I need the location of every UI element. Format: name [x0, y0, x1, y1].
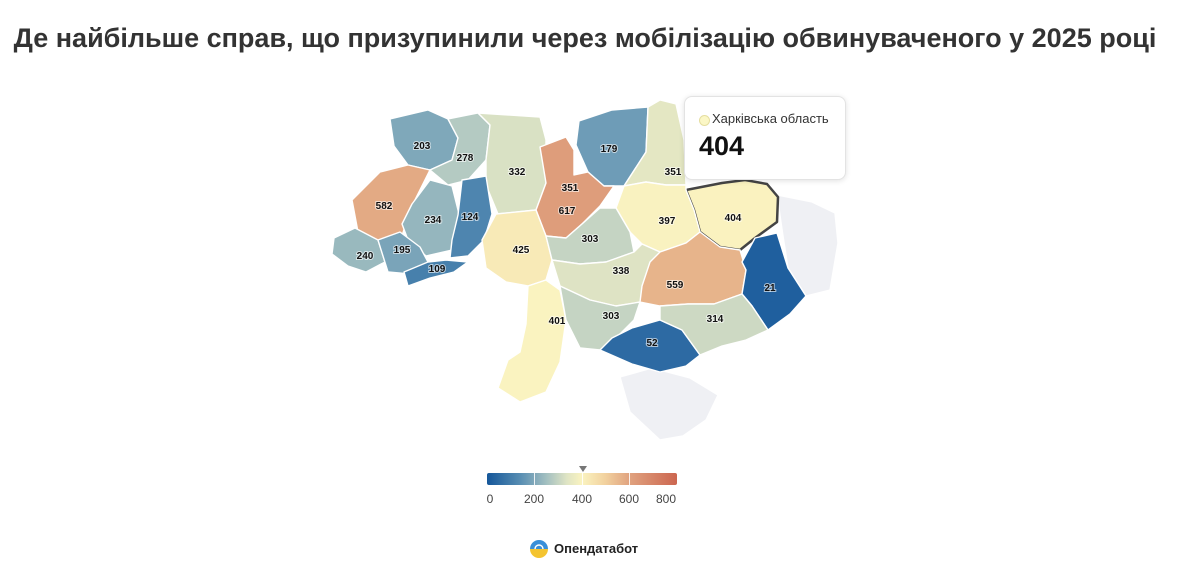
region-value-label: 240 — [357, 251, 374, 262]
region-value-label: 303 — [603, 311, 620, 322]
region-khmelnytskyi[interactable] — [449, 175, 493, 259]
legend-tick — [629, 473, 630, 485]
legend-value-marker — [578, 466, 587, 472]
region-value-label: 303 — [582, 234, 599, 245]
region-zaporizhzhia[interactable] — [659, 293, 769, 356]
region-value-label: 617 — [559, 206, 576, 217]
region-value-label: 582 — [376, 201, 393, 212]
region-zakarpattia[interactable] — [331, 227, 386, 273]
tooltip-region-name: Харківська область — [712, 111, 829, 126]
tooltip-region-value: 404 — [699, 131, 745, 161]
region-value-label: 314 — [707, 314, 724, 325]
region-value-label: 351 — [665, 167, 682, 178]
region-value-label: 425 — [513, 245, 530, 256]
region-value-label: 109 — [429, 264, 446, 275]
legend-label: 600 — [618, 492, 640, 506]
legend-label: 800 — [655, 492, 677, 506]
legend-tick — [582, 473, 583, 485]
region-ternopil[interactable] — [401, 179, 461, 257]
region-value-label: 332 — [509, 167, 526, 178]
region-value-label: 179 — [601, 144, 618, 155]
opendatabot-logo-icon — [530, 540, 548, 558]
region-value-label: 559 — [667, 280, 684, 291]
region-value-label: 203 — [414, 141, 431, 152]
region-luhansk[interactable] — [776, 194, 839, 297]
legend-label: 400 — [571, 492, 593, 506]
region-donetsk[interactable] — [741, 232, 807, 331]
legend-tick — [534, 473, 535, 485]
legend-label: 200 — [523, 492, 545, 506]
region-value-label: 351 — [562, 183, 579, 194]
color-scale-legend: 0 200 400 600 800 — [487, 466, 677, 516]
region-tooltip: Харківська область 404 — [684, 96, 846, 180]
tooltip-color-swatch — [699, 115, 710, 126]
region-chernivtsi[interactable] — [403, 259, 469, 287]
legend-label: 0 — [486, 492, 494, 506]
region-value-label: 338 — [613, 266, 630, 277]
region-value-label: 52 — [646, 338, 658, 349]
region-value-label: 397 — [659, 216, 676, 227]
region-value-label: 278 — [457, 153, 474, 164]
region-value-label: 195 — [394, 245, 411, 256]
region-value-label: 234 — [425, 215, 442, 226]
brand-name: Опендатабот — [554, 541, 639, 556]
region-value-label: 21 — [764, 283, 776, 294]
region-value-label: 124 — [462, 212, 479, 223]
region-value-label: 401 — [549, 316, 566, 327]
region-odesa[interactable] — [497, 279, 567, 403]
chart-title: Де найбільше справ, що призупинили через… — [13, 23, 1157, 53]
region-crimea[interactable] — [619, 367, 719, 441]
region-value-label: 404 — [725, 213, 742, 224]
